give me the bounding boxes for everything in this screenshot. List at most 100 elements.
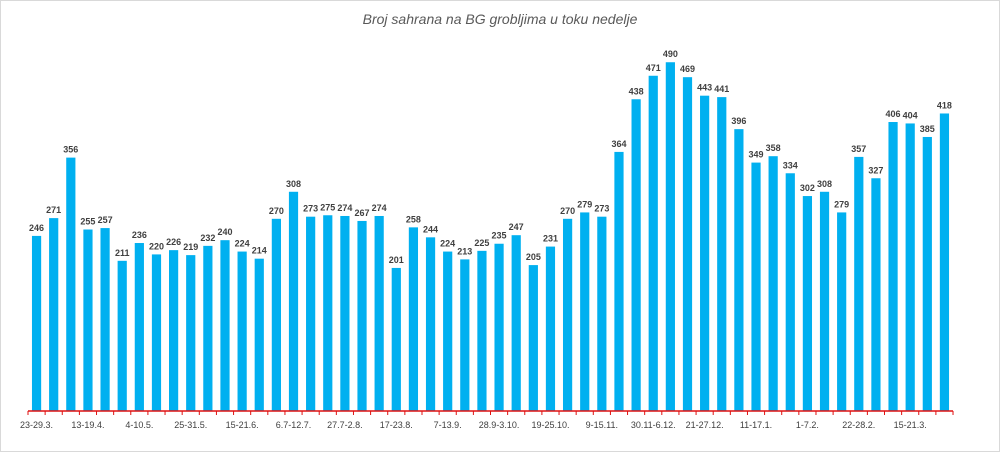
- bar-53: [939, 113, 950, 411]
- bar-23: [425, 237, 436, 411]
- bar-14: [271, 218, 281, 411]
- value-label-17: 275: [320, 202, 335, 212]
- value-label-29: 205: [526, 252, 541, 262]
- value-label-5: 211: [115, 248, 130, 258]
- x-tick-label-24: 7-13.9.: [434, 420, 462, 430]
- value-label-24: 224: [440, 239, 455, 249]
- bar-31: [562, 218, 573, 411]
- bar-13: [254, 258, 264, 411]
- value-label-32: 279: [577, 199, 592, 209]
- bar-19: [357, 220, 367, 411]
- value-label-15: 308: [286, 179, 301, 189]
- bar-9: [186, 255, 196, 411]
- bar-35: [631, 99, 641, 411]
- bar-20: [374, 215, 384, 411]
- bar-47: [837, 212, 847, 411]
- value-label-3: 255: [80, 217, 95, 227]
- value-label-18: 274: [337, 203, 352, 213]
- value-label-26: 225: [474, 238, 489, 248]
- value-label-49: 327: [868, 165, 883, 175]
- x-tick-label-12: 15-21.6.: [226, 420, 259, 430]
- value-label-2: 356: [63, 145, 78, 155]
- x-axis-ticks-group: [27, 411, 954, 415]
- x-tick-label-51: 15-21.3.: [894, 420, 927, 430]
- value-label-12: 224: [235, 239, 250, 249]
- value-label-10: 232: [200, 233, 215, 243]
- bar-44: [785, 173, 795, 411]
- value-label-27: 235: [492, 231, 507, 241]
- value-label-11: 240: [217, 227, 232, 237]
- bar-42: [751, 162, 761, 411]
- x-tick-label-6: 4-10.5.: [125, 420, 153, 430]
- value-label-33: 273: [594, 204, 609, 214]
- bar-1: [49, 218, 59, 411]
- bar-28: [511, 235, 521, 411]
- x-tick-label-9: 25-31.5.: [174, 420, 207, 430]
- bar-43: [768, 156, 778, 411]
- x-tick-label-15: 6.7-12.7.: [276, 420, 312, 430]
- bar-46: [819, 191, 830, 411]
- x-tick-label-30: 19-25.10.: [531, 420, 569, 430]
- bar-21: [391, 267, 401, 411]
- value-label-40: 441: [714, 84, 729, 94]
- bar-39: [700, 95, 710, 411]
- x-tick-label-3: 13-19.4.: [71, 420, 104, 430]
- bar-15: [288, 191, 299, 411]
- bar-38: [682, 77, 693, 412]
- value-label-53: 418: [937, 100, 952, 110]
- value-label-41: 396: [731, 116, 746, 126]
- bar-8: [169, 250, 179, 411]
- bar-25: [460, 259, 470, 411]
- x-tick-label-21: 17-23.8.: [380, 420, 413, 430]
- value-label-38: 469: [680, 64, 695, 74]
- value-label-35: 438: [629, 86, 644, 96]
- bar-12: [237, 251, 247, 411]
- bar-16: [306, 216, 316, 411]
- value-label-31: 270: [560, 206, 575, 216]
- value-label-4: 257: [98, 215, 113, 225]
- bar-32: [580, 212, 590, 411]
- x-tick-label-18: 27.7-2.8.: [327, 420, 363, 430]
- value-label-37: 490: [663, 49, 678, 59]
- bar-48: [854, 156, 864, 411]
- bar-22: [408, 227, 419, 411]
- bar-49: [871, 178, 881, 411]
- value-label-43: 358: [766, 143, 781, 153]
- bar-50: [888, 122, 898, 412]
- value-label-50: 406: [886, 109, 901, 119]
- value-label-45: 302: [800, 183, 815, 193]
- value-label-0: 246: [29, 223, 44, 233]
- bar-33: [597, 216, 607, 411]
- value-label-25: 213: [457, 246, 472, 256]
- value-label-28: 247: [509, 222, 524, 232]
- bar-40: [717, 97, 727, 412]
- value-label-16: 273: [303, 204, 318, 214]
- value-label-42: 349: [749, 150, 764, 160]
- bar-18: [340, 215, 350, 411]
- bars-group: [31, 62, 950, 412]
- value-label-46: 308: [817, 179, 832, 189]
- value-label-51: 404: [903, 110, 918, 120]
- x-tick-labels-group: 23-29.3. 13-19.4. 4-10.5. 25-31.5. 15-21.6. 6…: [20, 420, 927, 430]
- bar-7: [151, 254, 162, 411]
- x-tick-label-36: 30.11-6.12.: [631, 420, 676, 430]
- bar-2: [66, 157, 76, 411]
- value-label-8: 226: [166, 237, 181, 247]
- value-label-47: 279: [834, 199, 849, 209]
- value-label-39: 443: [697, 83, 712, 93]
- x-tick-label-39: 21-27.12.: [686, 420, 724, 430]
- value-label-52: 385: [920, 124, 935, 134]
- x-tick-label-45: 1-7.2.: [796, 420, 819, 430]
- value-label-19: 267: [355, 208, 370, 218]
- x-tick-label-0: 23-29.3.: [20, 420, 53, 430]
- bar-17: [323, 215, 333, 411]
- bar-4: [100, 228, 110, 411]
- value-label-20: 274: [372, 203, 387, 213]
- bar-11: [220, 240, 230, 411]
- bar-0: [31, 235, 42, 411]
- bar-6: [134, 243, 144, 411]
- value-label-1: 271: [46, 205, 61, 215]
- value-label-21: 201: [389, 255, 404, 265]
